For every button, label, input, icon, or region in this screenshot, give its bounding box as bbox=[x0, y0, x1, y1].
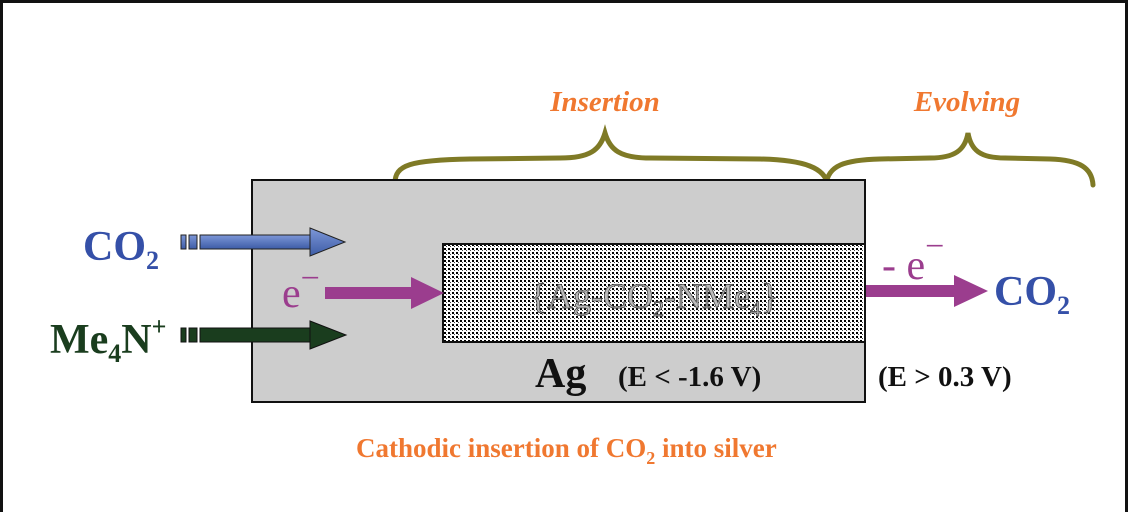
insertion-potential: (E < -1.6 V) bbox=[618, 361, 761, 393]
electron-out-label: - e− bbox=[882, 228, 944, 289]
co2-input-label: CO2 bbox=[83, 224, 159, 275]
complex-label: {Ag-CO2-NMe4} bbox=[530, 276, 779, 321]
co2-output-label: CO2 bbox=[994, 269, 1070, 320]
me4n-input-arrow bbox=[180, 320, 348, 350]
evolving-potential: (E > 0.3 V) bbox=[878, 361, 1012, 393]
co2-input-arrow bbox=[180, 227, 347, 257]
electron-in-arrow bbox=[325, 277, 444, 309]
figure-caption: Cathodic insertion of CO2 into silver bbox=[356, 433, 777, 468]
insertion-layer bbox=[442, 243, 866, 343]
co2-output-arrow bbox=[866, 275, 988, 307]
evolving-label: Evolving bbox=[913, 86, 1020, 118]
evolving-brace bbox=[823, 132, 1096, 188]
insertion-label: Insertion bbox=[549, 86, 660, 118]
me4n-input-label: Me4N+ bbox=[50, 312, 166, 368]
insertion-brace bbox=[392, 124, 831, 188]
electron-in-label: e− bbox=[282, 260, 320, 317]
silver-label: Ag bbox=[535, 351, 586, 397]
